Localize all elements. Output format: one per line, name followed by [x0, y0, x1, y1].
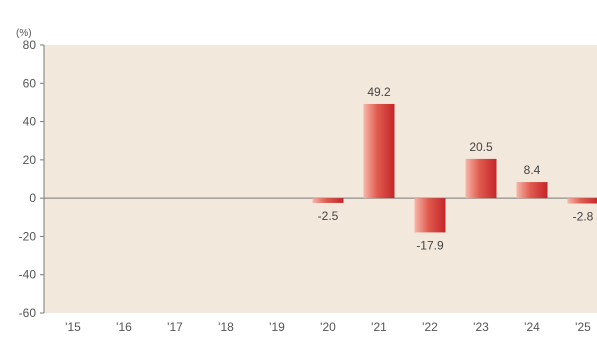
- x-tick-label: '19: [269, 320, 285, 334]
- data-label: 8.4: [524, 163, 541, 177]
- data-labels: -2.5 49.2 -17.9 20.5 8.4 -2.8: [318, 85, 594, 252]
- data-label: 49.2: [367, 85, 391, 99]
- y-tick-label: 80: [23, 38, 37, 52]
- y-tick-label: 20: [23, 153, 37, 167]
- y-tick-label: -60: [19, 306, 37, 320]
- data-label: -2.8: [573, 210, 594, 224]
- y-axis-ticks: 80 60 40 20 0 -20 -40 -60: [19, 38, 44, 320]
- x-tick-label: '20: [320, 320, 336, 334]
- x-tick-label: '23: [473, 320, 489, 334]
- data-label: 20.5: [469, 140, 493, 154]
- x-tick-label: '21: [371, 320, 387, 334]
- x-tick-label: '25: [575, 320, 591, 334]
- x-tick-label: '18: [218, 320, 234, 334]
- bar: [516, 182, 548, 199]
- y-tick-label: 60: [23, 76, 37, 90]
- x-tick-label: '16: [116, 320, 132, 334]
- plot-area: [44, 45, 597, 313]
- x-tick-label: '15: [65, 320, 81, 334]
- bar: [312, 198, 344, 203]
- y-tick-label: -40: [19, 268, 37, 282]
- x-tick-label: '17: [167, 320, 183, 334]
- data-label: -2.5: [318, 209, 339, 223]
- x-axis-ticks: '15 '16 '17 '18 '19 '20 '21 '22 '23 '24 '25: [65, 320, 591, 334]
- y-tick-label: 0: [29, 191, 36, 205]
- bars: [312, 103, 597, 233]
- y-tick-label: 40: [23, 115, 37, 129]
- x-tick-label: '24: [524, 320, 540, 334]
- bar: [414, 198, 446, 233]
- y-tick-label: -20: [19, 229, 37, 243]
- bar: [465, 158, 497, 199]
- x-tick-label: '22: [422, 320, 438, 334]
- y-axis-unit: (%): [16, 28, 32, 39]
- data-label: -17.9: [416, 238, 444, 252]
- bar: [567, 198, 597, 204]
- bar: [363, 103, 395, 199]
